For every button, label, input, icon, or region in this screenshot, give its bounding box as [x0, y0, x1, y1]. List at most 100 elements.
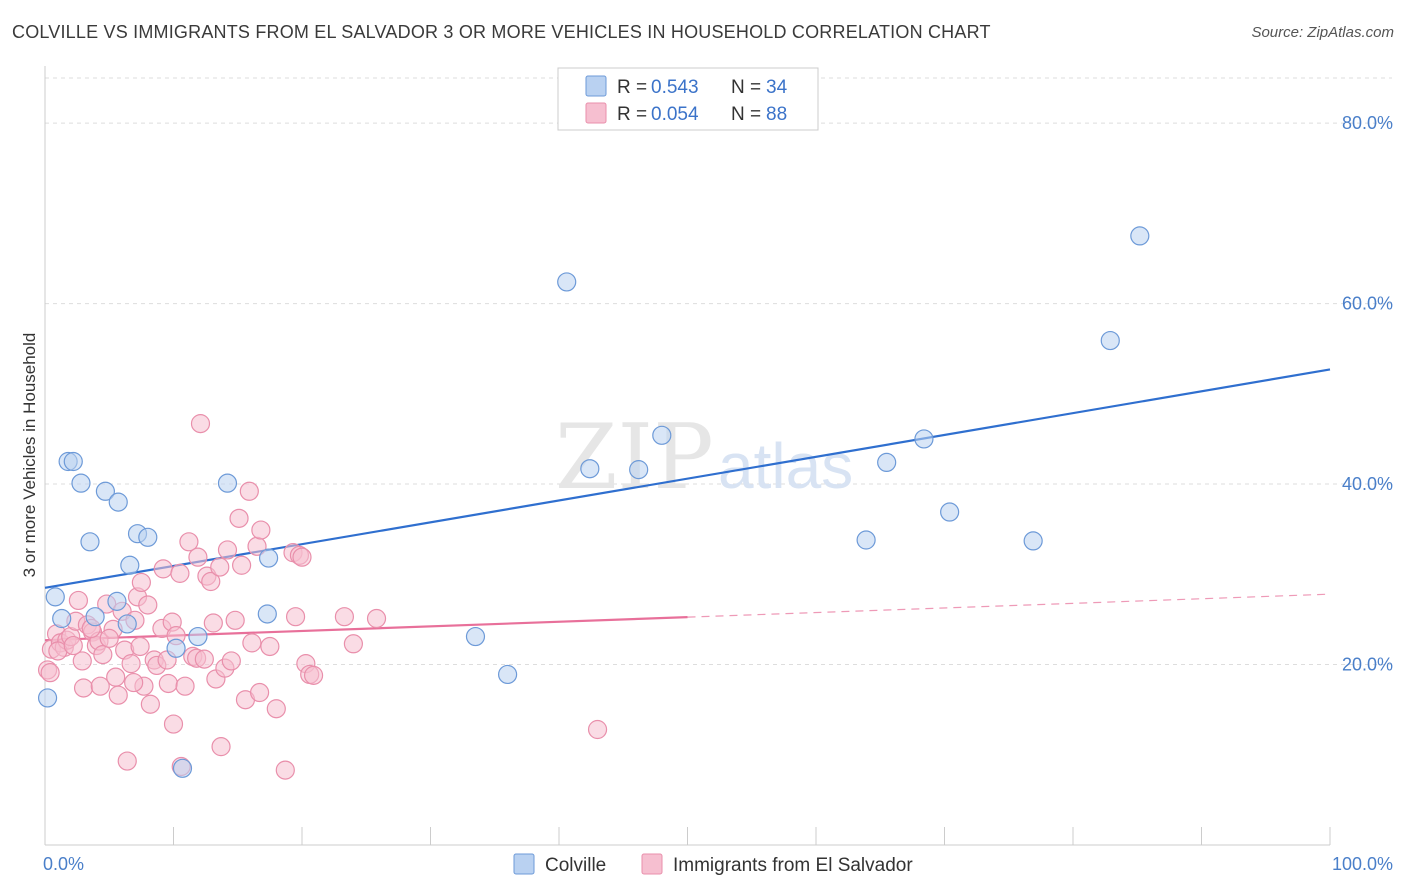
- watermark-atlas: atlas: [718, 430, 853, 502]
- el-salvador-point: [158, 673, 178, 694]
- el-salvador-point: [249, 682, 270, 703]
- colville-point: [258, 548, 279, 568]
- colville-point: [217, 473, 238, 493]
- el-salvador-point: [40, 663, 60, 683]
- trend-line-solid: [44, 616, 688, 642]
- el-salvador-point: [130, 636, 150, 657]
- top-legend: R = 0.543 N = 34 R = 0.054 N = 88: [557, 67, 819, 131]
- colville-point: [45, 587, 65, 607]
- y-tick-label: 80.0%: [1342, 113, 1393, 133]
- colville-point: [856, 530, 876, 550]
- bottom-legend: Colville Immigrants from El Salvador: [513, 853, 913, 876]
- el-salvador-point: [93, 645, 113, 665]
- el-salvador-point: [190, 414, 211, 434]
- colville-point: [63, 451, 83, 472]
- el-salvador-point: [266, 699, 286, 719]
- el-salvador-point: [63, 635, 83, 656]
- legend-n-value: 88: [766, 104, 787, 125]
- axes: [44, 66, 1331, 846]
- el-salvador-point: [210, 557, 230, 577]
- el-salvador-point: [188, 547, 208, 567]
- el-salvador-point: [170, 563, 190, 583]
- el-salvador-point: [221, 651, 241, 671]
- colville-point: [120, 555, 140, 575]
- el-salvador-point: [343, 634, 363, 654]
- colville-point: [914, 429, 934, 449]
- legend-r-value: 0.054: [651, 104, 699, 125]
- y-tick-label: 60.0%: [1342, 294, 1393, 314]
- bottom-legend-swatch-el-salvador: [641, 853, 663, 875]
- el-salvador-point: [285, 607, 306, 627]
- el-salvador-point: [203, 613, 223, 633]
- x-tick-label: 0.0%: [43, 854, 84, 874]
- source-label: Source: ZipAtlas.com: [1251, 24, 1394, 41]
- el-salvador-point: [239, 481, 259, 501]
- colville-point: [629, 460, 649, 480]
- el-salvador-point: [217, 540, 238, 560]
- colville-point: [877, 452, 897, 473]
- watermark: ZIP atlas: [555, 405, 853, 510]
- legend-r-label: R =: [617, 77, 647, 98]
- data-points: [37, 226, 1150, 780]
- el-salvador-point: [179, 532, 199, 552]
- colville-point: [1130, 226, 1150, 246]
- el-salvador-point: [260, 636, 280, 657]
- el-salvador-point: [108, 685, 128, 705]
- x-tick-label: 100.0%: [1332, 854, 1393, 874]
- el-salvador-point: [194, 649, 214, 669]
- legend-r-label: R =: [617, 104, 647, 125]
- colville-point: [138, 527, 158, 547]
- colville-point: [52, 608, 72, 629]
- el-salvador-point: [73, 678, 94, 698]
- trend-line-dashed: [687, 593, 1331, 618]
- trend-line: [44, 368, 1331, 589]
- legend-r-value: 0.543: [651, 77, 699, 98]
- el-salvador-point: [131, 572, 151, 593]
- legend-swatch-el-salvador: [585, 102, 607, 124]
- legend-n-label: N =: [731, 104, 761, 125]
- el-salvador-point: [303, 665, 324, 685]
- el-salvador-point: [68, 590, 89, 611]
- bottom-legend-label-el-salvador: Immigrants from El Salvador: [673, 855, 913, 876]
- colville-point: [37, 688, 58, 708]
- colville-point: [465, 626, 486, 647]
- el-salvador-point: [153, 559, 173, 579]
- y-tick-label: 40.0%: [1342, 474, 1393, 494]
- legend-swatch-colville: [585, 75, 607, 97]
- el-salvador-point: [90, 676, 110, 696]
- el-salvador-point: [72, 651, 92, 671]
- el-salvador-point: [275, 760, 295, 780]
- grid-lines: [45, 77, 1392, 666]
- colville-point: [172, 758, 193, 778]
- y-tick-label: 20.0%: [1342, 655, 1393, 675]
- legend-n-label: N =: [731, 77, 761, 98]
- colville-point: [166, 638, 186, 658]
- colville-point: [117, 614, 137, 634]
- el-salvador-point: [366, 608, 387, 629]
- el-salvador-point: [211, 737, 231, 757]
- x-tick-labels: 0.0% 100.0%: [43, 854, 1393, 874]
- el-salvador-point: [232, 555, 252, 575]
- colville-point: [557, 272, 577, 292]
- colville-point: [652, 425, 672, 445]
- colville-point: [85, 607, 105, 627]
- el-salvador-point: [99, 628, 119, 648]
- el-salvador-point: [587, 719, 608, 740]
- colville-point: [80, 532, 100, 552]
- colville-point: [107, 591, 127, 611]
- el-salvador-point: [292, 547, 312, 567]
- el-salvador-point: [251, 520, 271, 540]
- colville-point: [498, 664, 518, 685]
- colville-point: [1023, 531, 1043, 551]
- watermark-zip: ZIP: [555, 405, 714, 510]
- el-salvador-point: [106, 667, 126, 687]
- el-salvador-point: [124, 672, 144, 693]
- colville-point: [71, 473, 91, 493]
- el-salvador-point: [163, 714, 184, 734]
- legend-n-value: 34: [766, 77, 788, 98]
- chart-title: COLVILLE VS IMMIGRANTS FROM EL SALVADOR …: [12, 22, 991, 42]
- el-salvador-point: [229, 508, 249, 528]
- bottom-legend-swatch-colville: [513, 853, 535, 875]
- el-salvador-point: [242, 633, 262, 653]
